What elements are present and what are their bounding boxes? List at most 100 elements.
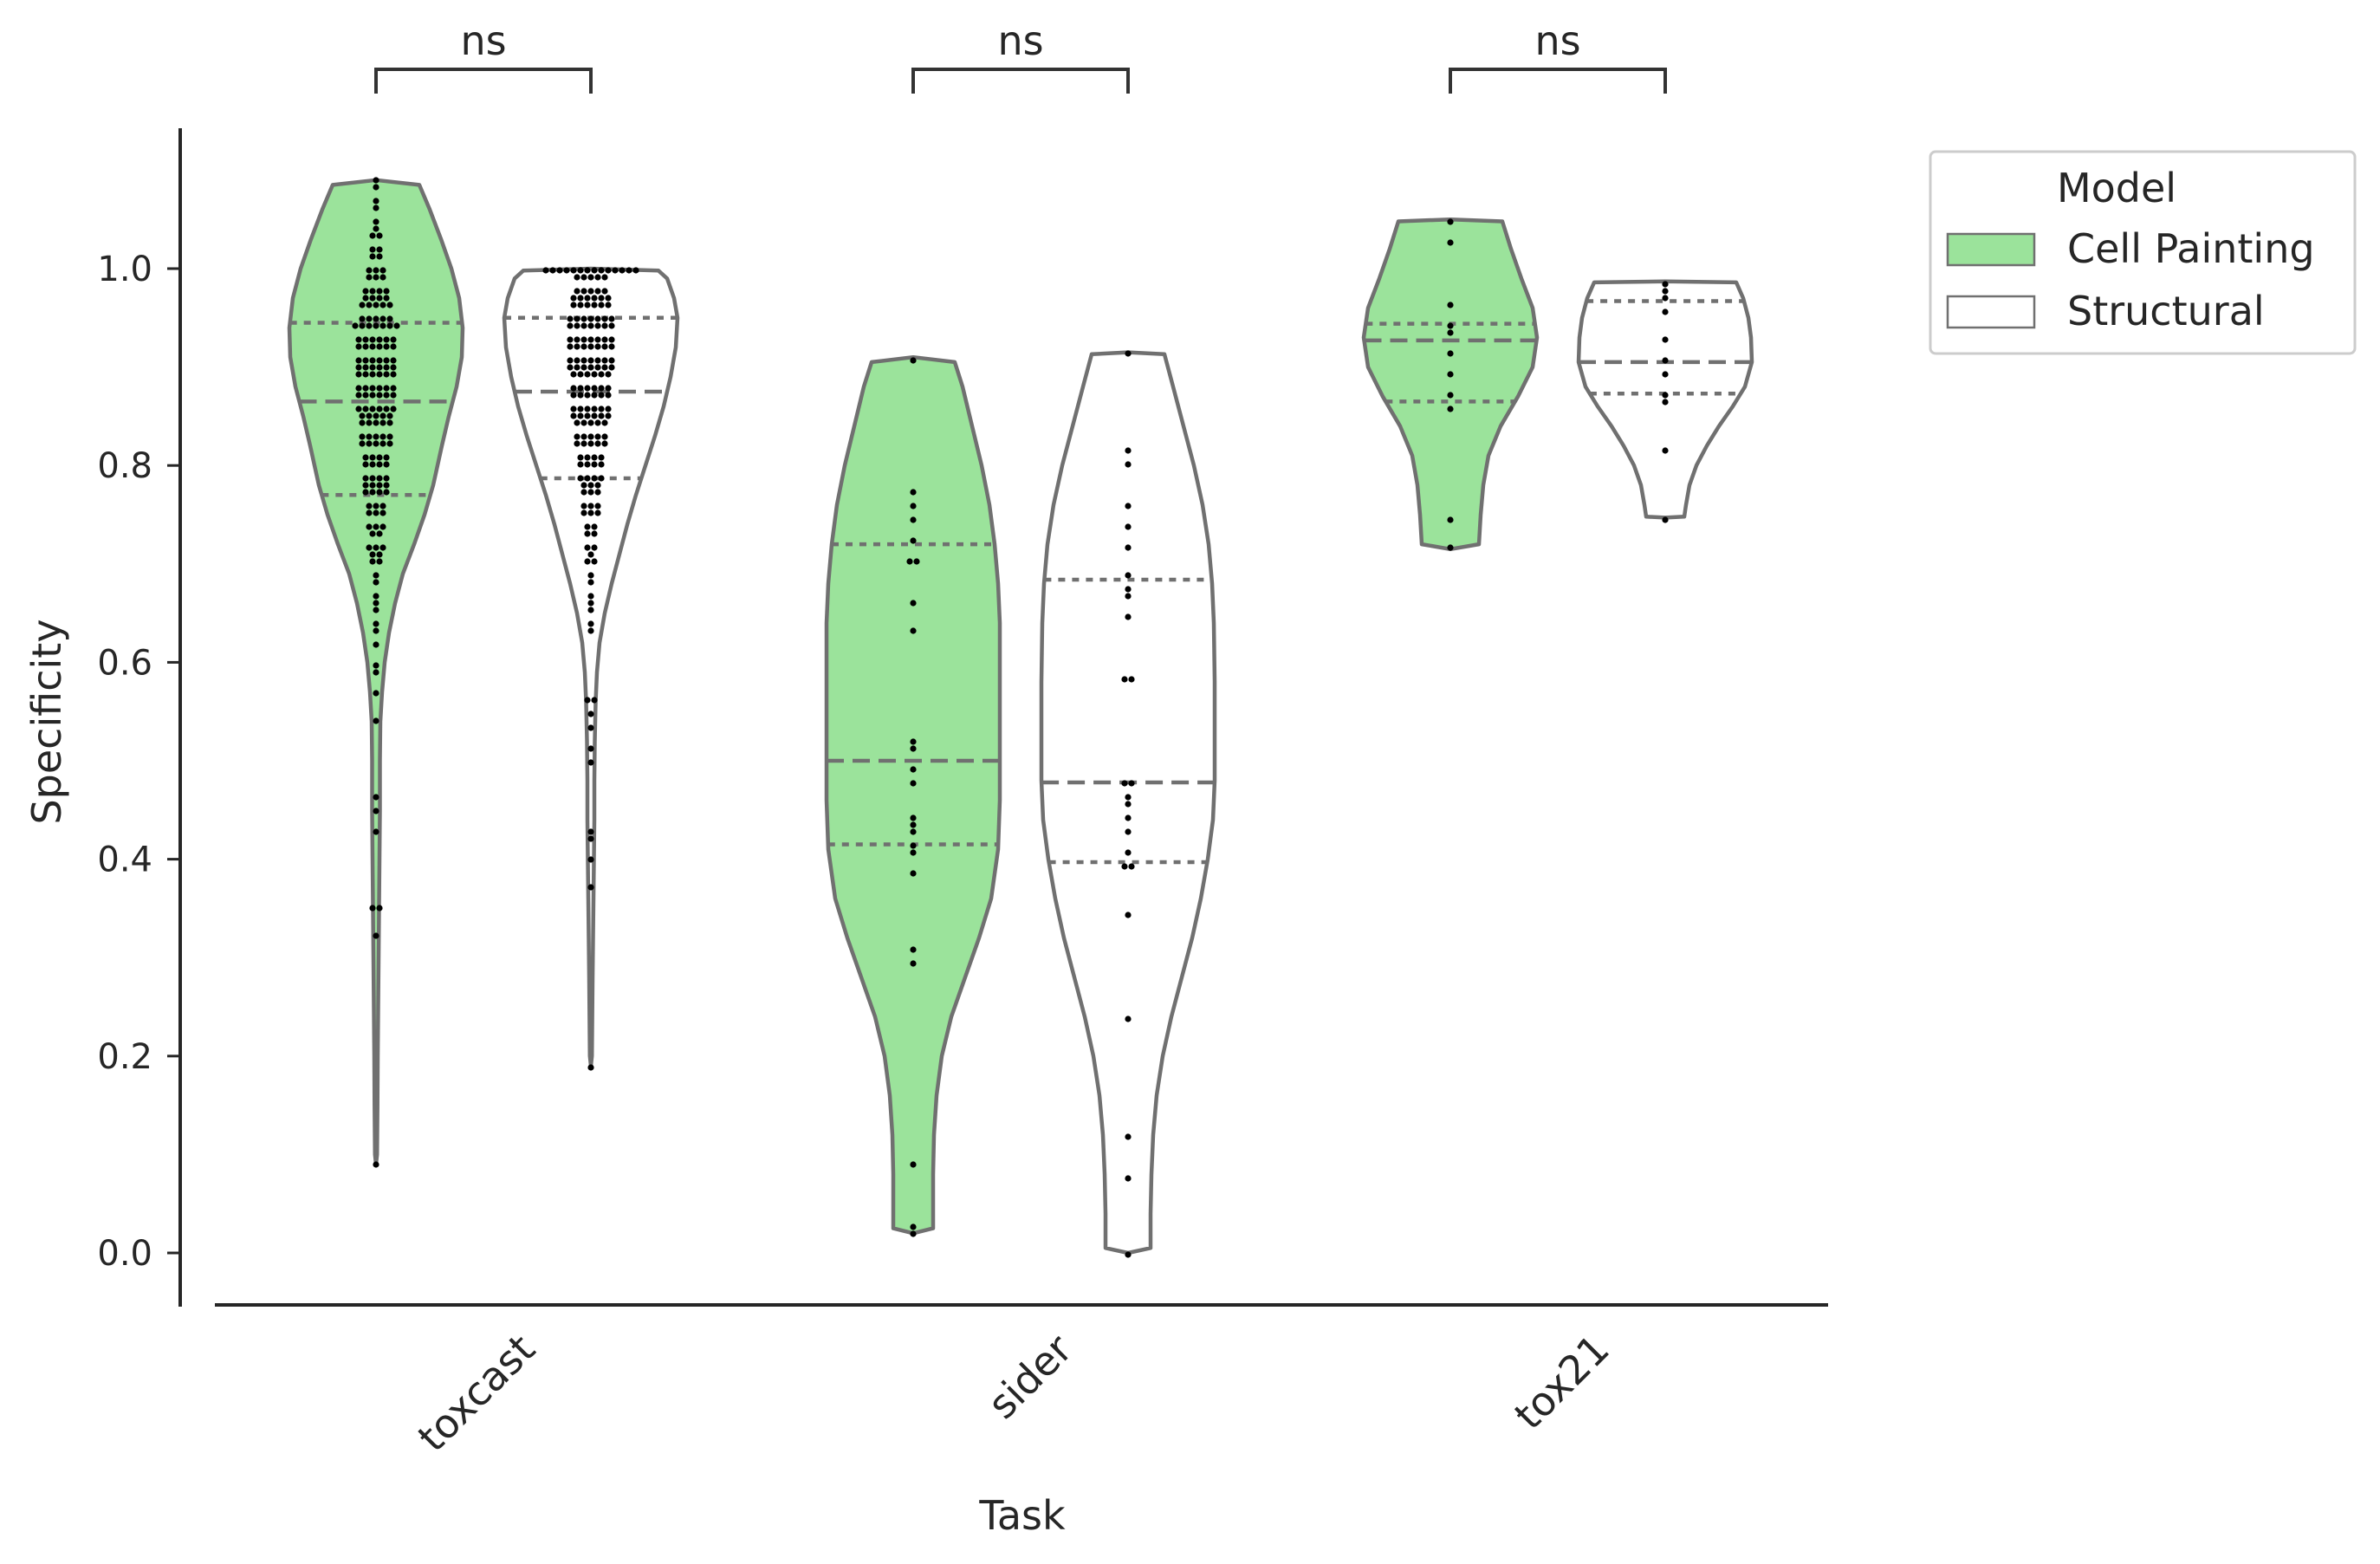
data-point [601,433,608,440]
legend-title: Model [2057,165,2176,211]
data-point [574,274,580,281]
data-point [1125,523,1132,530]
data-point [362,461,369,468]
data-point [910,821,917,828]
data-point [1121,863,1128,870]
data-point [1447,544,1454,551]
data-point [373,177,379,184]
data-point [366,315,373,322]
data-point [594,489,601,496]
data-point [383,489,390,496]
y-tick-label: 0.2 [97,1037,152,1077]
significance-label: ns [997,17,1043,64]
data-point [376,482,383,489]
data-point [598,267,605,274]
data-point [383,295,390,302]
data-point [369,357,376,364]
data-point [373,225,379,232]
data-point [359,302,366,308]
data-point [910,946,917,953]
data-point [1125,801,1132,808]
data-point [587,336,594,343]
data-point [580,315,587,322]
data-point [910,357,917,364]
data-point [1662,447,1669,454]
data-point [373,662,379,669]
data-point [584,461,591,468]
data-point [376,295,383,302]
data-point [366,509,373,516]
data-point [1662,392,1669,399]
data-point [619,267,626,274]
data-point [591,267,598,274]
data-point [580,343,587,350]
data-point [1447,329,1454,336]
data-point [373,523,379,530]
data-point [379,302,386,308]
data-point [913,558,920,565]
data-point [580,482,587,489]
data-point [369,530,376,537]
legend-label-structural: Structural [2067,288,2265,334]
data-point [373,315,379,322]
data-point [577,406,584,412]
data-point [1125,350,1132,357]
data-point [587,711,594,717]
data-point [1662,399,1669,406]
violins-layer [287,178,1754,1256]
data-point [910,600,917,607]
data-point [587,503,594,509]
data-point [591,697,598,704]
data-point [598,295,605,302]
data-point [587,856,594,863]
data-point [1447,302,1454,308]
data-point [355,392,362,399]
data-point [359,433,366,440]
data-point [910,960,917,967]
data-point [563,267,570,274]
data-point [587,828,594,835]
data-point [587,745,594,752]
y-axis-title: Specificity [23,619,70,824]
data-point [587,343,594,350]
data-point [626,267,632,274]
data-point [376,357,383,364]
data-point [584,267,591,274]
x-axis-title: Task [978,1492,1066,1539]
data-point [580,364,587,371]
data-point [355,364,362,371]
data-point [598,475,605,482]
data-point [369,385,376,392]
data-point [594,288,601,295]
data-point [570,302,577,308]
data-point [1128,863,1135,870]
x-tick-labels: toxcast sider tox21 [409,1326,1618,1461]
data-point [373,572,379,579]
data-point [376,385,383,392]
data-point [587,884,594,891]
data-point [390,385,397,392]
data-point [591,523,598,530]
data-point [369,392,376,399]
data-point [355,343,362,350]
data-point [376,406,383,412]
data-point [605,392,612,399]
data-point [570,385,577,392]
data-point [577,385,584,392]
data-point [373,204,379,211]
data-point [584,406,591,412]
data-point [584,412,591,419]
data-point [580,419,587,426]
data-point [376,336,383,343]
data-point [373,620,379,627]
data-point [376,461,383,468]
data-point [556,267,563,274]
data-point [594,364,601,371]
data-point [591,558,598,565]
data-point [379,509,386,516]
data-point [1662,357,1669,364]
data-point [587,419,594,426]
data-point [567,336,574,343]
data-point [383,336,390,343]
data-point [601,288,608,295]
